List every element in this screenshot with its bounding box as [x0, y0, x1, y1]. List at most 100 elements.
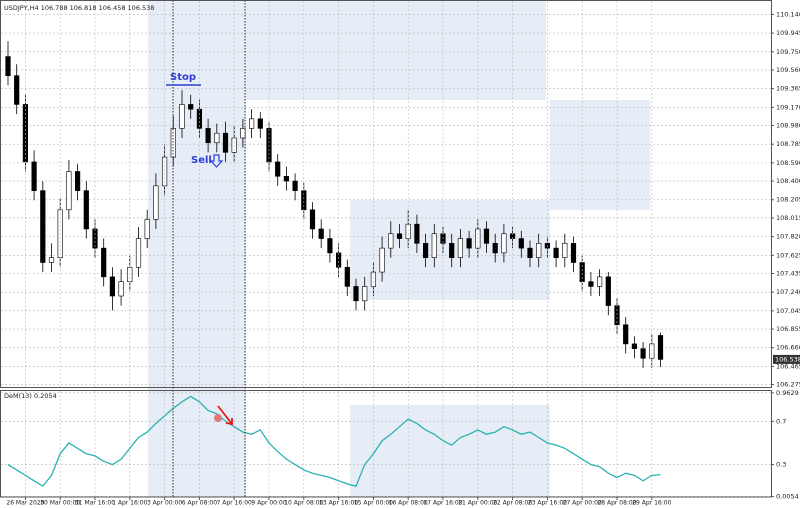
x-tick-label: 13 Apr 16:00	[319, 500, 358, 507]
y-tick-label: 0.0054	[776, 492, 799, 500]
indicator-pane-frame	[0, 390, 772, 498]
candle-body	[596, 276, 603, 287]
candle-body	[5, 56, 11, 77]
candle-body	[396, 233, 403, 239]
candle-body	[327, 238, 333, 254]
watermark	[148, 0, 650, 497]
candle-body	[492, 243, 498, 254]
x-tick-label: 15 Apr 00:00	[354, 500, 393, 507]
annotation: Stop	[170, 72, 196, 83]
candle-body	[631, 343, 637, 349]
indicator-title: DeM(13) 0.2054	[4, 392, 57, 400]
y-tick-label: 108.205	[776, 196, 800, 204]
candle-body	[431, 233, 437, 258]
candle-body	[605, 276, 611, 306]
x-tick-label: 22 Apr 08:00	[493, 500, 532, 507]
plot-layer	[1, 1, 771, 497]
y-tick-label: 107.820	[776, 233, 800, 241]
candle-body	[66, 171, 72, 211]
candle-body	[422, 243, 429, 258]
y-tick-label: 109.365	[776, 85, 800, 93]
candle-body	[118, 281, 124, 297]
y-tick-label: 0.7	[776, 417, 786, 425]
y-tick-label: 110.140	[776, 10, 800, 18]
candle-body	[14, 75, 20, 105]
signal-dot	[214, 414, 222, 422]
candle-body	[31, 161, 37, 191]
y-tick-label: 109.170	[776, 103, 800, 111]
y-tick-label: 109.945	[776, 29, 800, 37]
y-tick-label: 106.660	[776, 344, 800, 352]
x-tick-label: 30 Mar 00:00	[40, 500, 80, 507]
candle-body	[135, 238, 142, 268]
x-tick-label: 1 Apr 16:00	[112, 500, 147, 507]
candle-body	[144, 219, 150, 239]
candle-body	[275, 161, 281, 177]
candle-body	[353, 286, 359, 302]
candle-body	[388, 233, 394, 249]
candle-body	[179, 104, 185, 129]
candle-body	[362, 286, 368, 302]
candle-body	[483, 228, 490, 244]
y-tick-label: 106.855	[776, 325, 800, 333]
candle-body	[466, 238, 472, 249]
y-tick-label: 106.465	[776, 362, 800, 370]
y-tick-label: 107.435	[776, 269, 800, 277]
y-tick-label: 106.275	[776, 381, 800, 389]
x-tick-label: 23 Apr 16:00	[528, 500, 567, 507]
price-pane-frame	[0, 0, 772, 388]
y-tick-label: 107.240	[776, 288, 800, 296]
candle-body	[562, 243, 568, 258]
x-tick-label: 27 Apr 00:00	[563, 500, 602, 507]
x-tick-label: 9 Apr 00:00	[251, 500, 286, 507]
candle-body	[292, 180, 298, 191]
y-tick-label: 107.625	[776, 251, 800, 259]
candle-body	[588, 281, 594, 287]
indicator-line	[7, 395, 661, 488]
candle-body	[657, 335, 664, 360]
candle-body	[249, 118, 255, 129]
candle-body	[379, 247, 385, 273]
candle-body	[48, 257, 55, 263]
y-tick-label: 108.785	[776, 140, 800, 148]
candle-body	[153, 185, 159, 220]
x-tick-label: 26 Mar 2020	[6, 500, 44, 507]
candle-body	[570, 243, 577, 263]
x-tick-label: 7 Apr 16:00	[217, 500, 252, 507]
y-tick-label: 0.3	[776, 461, 786, 469]
candle-body	[309, 209, 316, 230]
candle-body	[205, 128, 211, 144]
sell-arrow-icon	[209, 154, 224, 168]
y-tick-label: 108.590	[776, 159, 800, 167]
y-tick-label: 108.015	[776, 214, 800, 222]
candle-body	[214, 132, 220, 144]
x-tick-label: 17 Apr 16:00	[423, 500, 462, 507]
y-tick-label: 0.9629	[776, 389, 799, 397]
y-tick-label: 107.045	[776, 307, 800, 315]
candle-body	[536, 243, 542, 258]
x-tick-label: 6 Apr 08:00	[182, 500, 217, 507]
candle-body	[553, 247, 559, 258]
x-tick-label: 10 Apr 08:00	[284, 500, 323, 507]
x-tick-label: 29 Apr 16:00	[632, 500, 671, 507]
y-tick-label: 109.750	[776, 48, 800, 56]
annotation: Sell	[191, 155, 212, 166]
candle-body	[344, 266, 350, 287]
x-tick-label: 3 Apr 00:00	[147, 500, 182, 507]
candle-body	[449, 243, 455, 258]
candle-body	[318, 228, 324, 239]
candle-body	[457, 238, 464, 258]
candle-body	[527, 247, 533, 258]
candle-body	[335, 252, 342, 268]
candle-body	[518, 238, 524, 249]
y-tick-label: 108.400	[776, 177, 800, 185]
candle-body	[40, 190, 46, 263]
chart-title: USDJPY,H4 106.788 106.818 106.458 106.53…	[4, 4, 154, 12]
candle-body	[414, 223, 420, 244]
candle-body	[283, 175, 290, 182]
price-tag-label: 106.538	[775, 355, 800, 363]
y-tick-label: 108.980	[776, 122, 800, 130]
x-tick-label: 21 Apr 00:00	[458, 500, 497, 507]
candle-body	[222, 132, 229, 153]
candle-body	[83, 190, 89, 230]
